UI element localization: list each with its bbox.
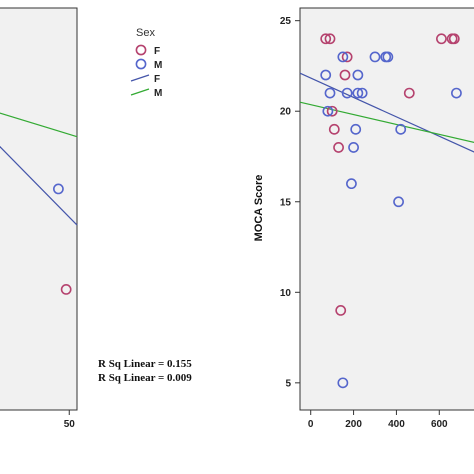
point-male: [337, 51, 349, 63]
x-tick-label: 600: [431, 419, 448, 430]
left-plot-area: [0, 7, 78, 411]
y-tick-label: 10: [280, 288, 292, 299]
fit-line-female: [0, 145, 78, 226]
legend-title: Sex: [136, 27, 155, 39]
point-female: [333, 142, 344, 153]
point-male: [341, 87, 353, 99]
fit-line-male: [0, 112, 78, 138]
point-female: [328, 123, 340, 135]
point-male: [346, 178, 357, 190]
point-male: [350, 123, 362, 135]
legend-line-fit_male: [130, 88, 150, 96]
right-plot-area: [299, 7, 474, 411]
point-female: [60, 283, 72, 295]
legend-label: M: [154, 88, 162, 99]
y-tick-label: 25: [280, 16, 292, 27]
x-tick-label: 0: [308, 419, 314, 430]
legend-line-fit_female: [130, 74, 150, 82]
rsq-female-label: R Sq Linear = 0.155: [98, 358, 192, 370]
point-male: [369, 51, 381, 63]
point-male: [395, 123, 407, 135]
legend-label: F: [154, 46, 160, 57]
legend-marker-male: [135, 58, 147, 70]
fit-line-female: [299, 72, 474, 153]
x-tick-label: 400: [388, 419, 405, 430]
point-male: [320, 69, 332, 81]
y-tick-label: 15: [280, 197, 292, 208]
point-male: [352, 69, 364, 81]
fit-line-male: [299, 101, 474, 144]
y-tick-label: 20: [280, 107, 292, 118]
x-tick-label: 50: [64, 419, 76, 430]
legend-label: M: [154, 60, 162, 71]
point-male: [337, 377, 349, 389]
point-male: [324, 87, 336, 99]
y-axis-label: MOCA Score: [253, 175, 265, 242]
y-tick-label: 5: [285, 378, 291, 389]
point-female: [324, 33, 336, 45]
point-male: [451, 87, 462, 99]
rsq-male-label: R Sq Linear = 0.009: [98, 372, 192, 384]
point-male: [348, 142, 359, 153]
legend-label: F: [154, 74, 160, 85]
r-squared-annotations: R Sq Linear = 0.155 R Sq Linear = 0.009: [98, 358, 192, 384]
point-male: [356, 87, 368, 99]
point-male: [53, 183, 64, 195]
point-male: [382, 51, 394, 63]
point-female: [326, 105, 338, 117]
legend-marker-female: [135, 44, 147, 56]
point-female: [320, 33, 332, 45]
point-female: [403, 87, 415, 99]
point-female: [448, 33, 460, 45]
point-male: [393, 196, 404, 208]
point-male: [322, 105, 334, 117]
point-female: [339, 69, 351, 81]
point-female: [436, 33, 447, 45]
left-scatter-chart: 50: [0, 7, 78, 430]
point-male: [352, 87, 364, 99]
x-tick-label: 200: [345, 419, 362, 430]
point-female: [341, 51, 353, 63]
point-female: [335, 305, 347, 316]
right-scatter-chart: 0 200 400 600 5 10 15 20 25 MOCA Score: [253, 7, 474, 430]
